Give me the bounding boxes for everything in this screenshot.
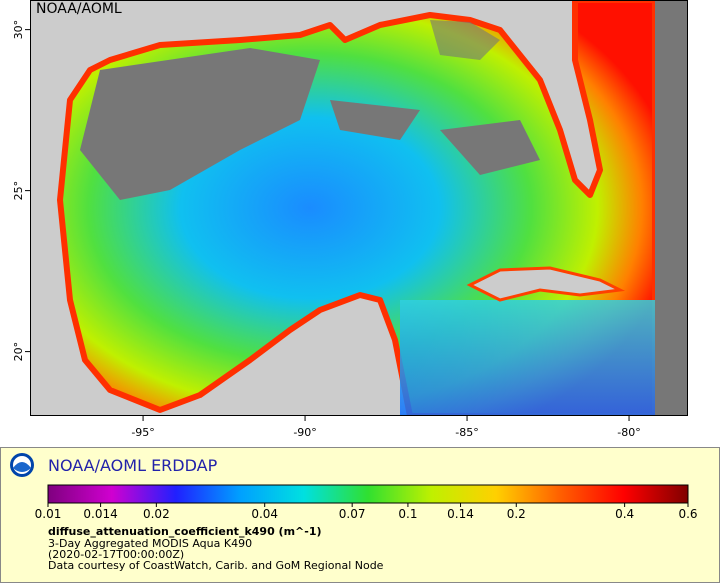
axes: -95° -90° -85° -80° 20° 25° 30° xyxy=(12,20,641,439)
no-data xyxy=(655,0,688,416)
caribbean-k490 xyxy=(400,300,655,416)
lat-tick-label: 20° xyxy=(12,342,25,362)
variable-name: diffuse_attenuation_coefficient_k490 (m^… xyxy=(48,525,322,538)
lon-tick-label: -90° xyxy=(293,426,316,439)
colorbar-tick-label: 0.07 xyxy=(339,507,366,521)
colorbar-ticks: 0.01 0.014 0.02 0.04 0.07 0.1 0.14 0.2 0.4 0.6 xyxy=(35,503,698,521)
colorbar-tick-label: 0.6 xyxy=(678,507,697,521)
colorbar-tick-label: 0.04 xyxy=(251,507,278,521)
colorbar-tick-label: 0.01 xyxy=(35,507,62,521)
legend-title: NOAA/AOML ERDDAP xyxy=(48,456,218,475)
colorbar-tick-label: 0.14 xyxy=(447,507,474,521)
lat-tick-label: 25° xyxy=(12,181,25,201)
legend-line: 3-Day Aggregated MODIS Aqua K490 xyxy=(48,537,252,550)
colorbar-tick-label: 0.014 xyxy=(83,507,117,521)
lat-tick-label: 30° xyxy=(12,20,25,40)
map xyxy=(30,0,688,416)
cuba xyxy=(466,266,626,302)
legend-line: Data courtesy of CoastWatch, Carib. and … xyxy=(48,559,384,572)
clouds xyxy=(80,20,540,200)
watermark: NOAA/AOML xyxy=(36,1,122,17)
logo xyxy=(10,453,34,477)
lon-tick-label: -95° xyxy=(131,426,154,439)
colorbar-tick-label: 0.2 xyxy=(507,507,526,521)
colorbar-tick-label: 0.4 xyxy=(615,507,634,521)
legend-line: (2020-02-17T00:00:00Z) xyxy=(48,548,184,561)
colorbar xyxy=(47,484,689,504)
colorbar-tick-label: 0.02 xyxy=(143,507,170,521)
colorbar-tick-label: 0.1 xyxy=(398,507,417,521)
map-frame xyxy=(30,0,688,416)
lon-tick-label: -85° xyxy=(455,426,478,439)
lon-tick-label: -80° xyxy=(617,426,640,439)
